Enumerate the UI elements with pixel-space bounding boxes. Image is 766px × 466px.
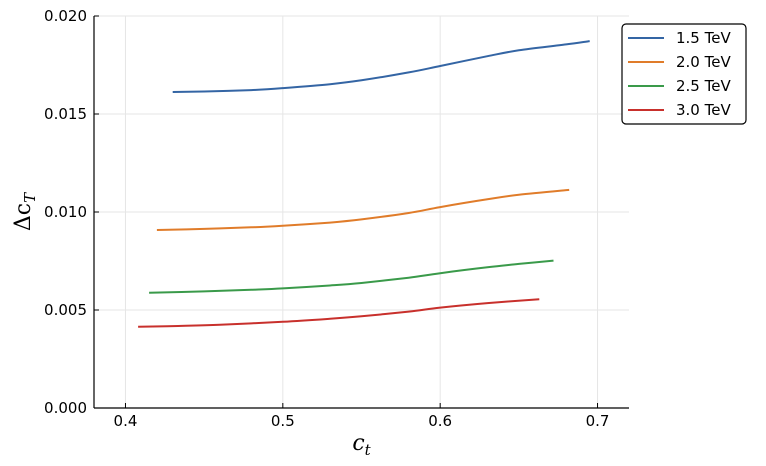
legend-entry: 1.5 TeV: [676, 29, 731, 47]
y-tick-label: 0.005: [44, 301, 87, 319]
axis-labels: ct ΔcT: [11, 192, 372, 459]
legend-entry: 2.5 TeV: [676, 77, 731, 95]
x-axis-label: ct: [352, 431, 371, 459]
x-tick-label: 0.7: [586, 412, 610, 430]
series-lines: [138, 40, 590, 328]
series-line-3: [149, 259, 554, 294]
y-tick-label: 0.010: [44, 203, 87, 221]
legend-entry: 3.0 TeV: [676, 101, 731, 119]
y-axis-label: ΔcT: [11, 192, 39, 231]
legend-entry: 2.0 TeV: [676, 53, 731, 71]
series-line-1: [172, 40, 590, 93]
y-tick-label: 0.020: [44, 7, 87, 25]
ticks: 0.4 0.5 0.6 0.7 0.000 0.005 0.010 0.015 0.020: [44, 7, 609, 430]
x-tick-label: 0.4: [114, 412, 138, 430]
grid: [94, 15, 629, 409]
x-axis-label-subscript: t: [365, 441, 372, 459]
y-axis-label-subscript: T: [21, 192, 39, 203]
legend-box: [621, 23, 747, 125]
x-tick-label: 0.5: [271, 412, 295, 430]
series-line-2: [156, 188, 570, 231]
y-tick-label: 0.015: [44, 105, 87, 123]
series-line-4: [138, 298, 540, 328]
y-tick-label: 0.000: [44, 399, 87, 417]
x-tick-label: 0.6: [428, 412, 452, 430]
legend: 1.5 TeV 2.0 TeV 2.5 TeV 3.0 TeV: [621, 23, 747, 125]
